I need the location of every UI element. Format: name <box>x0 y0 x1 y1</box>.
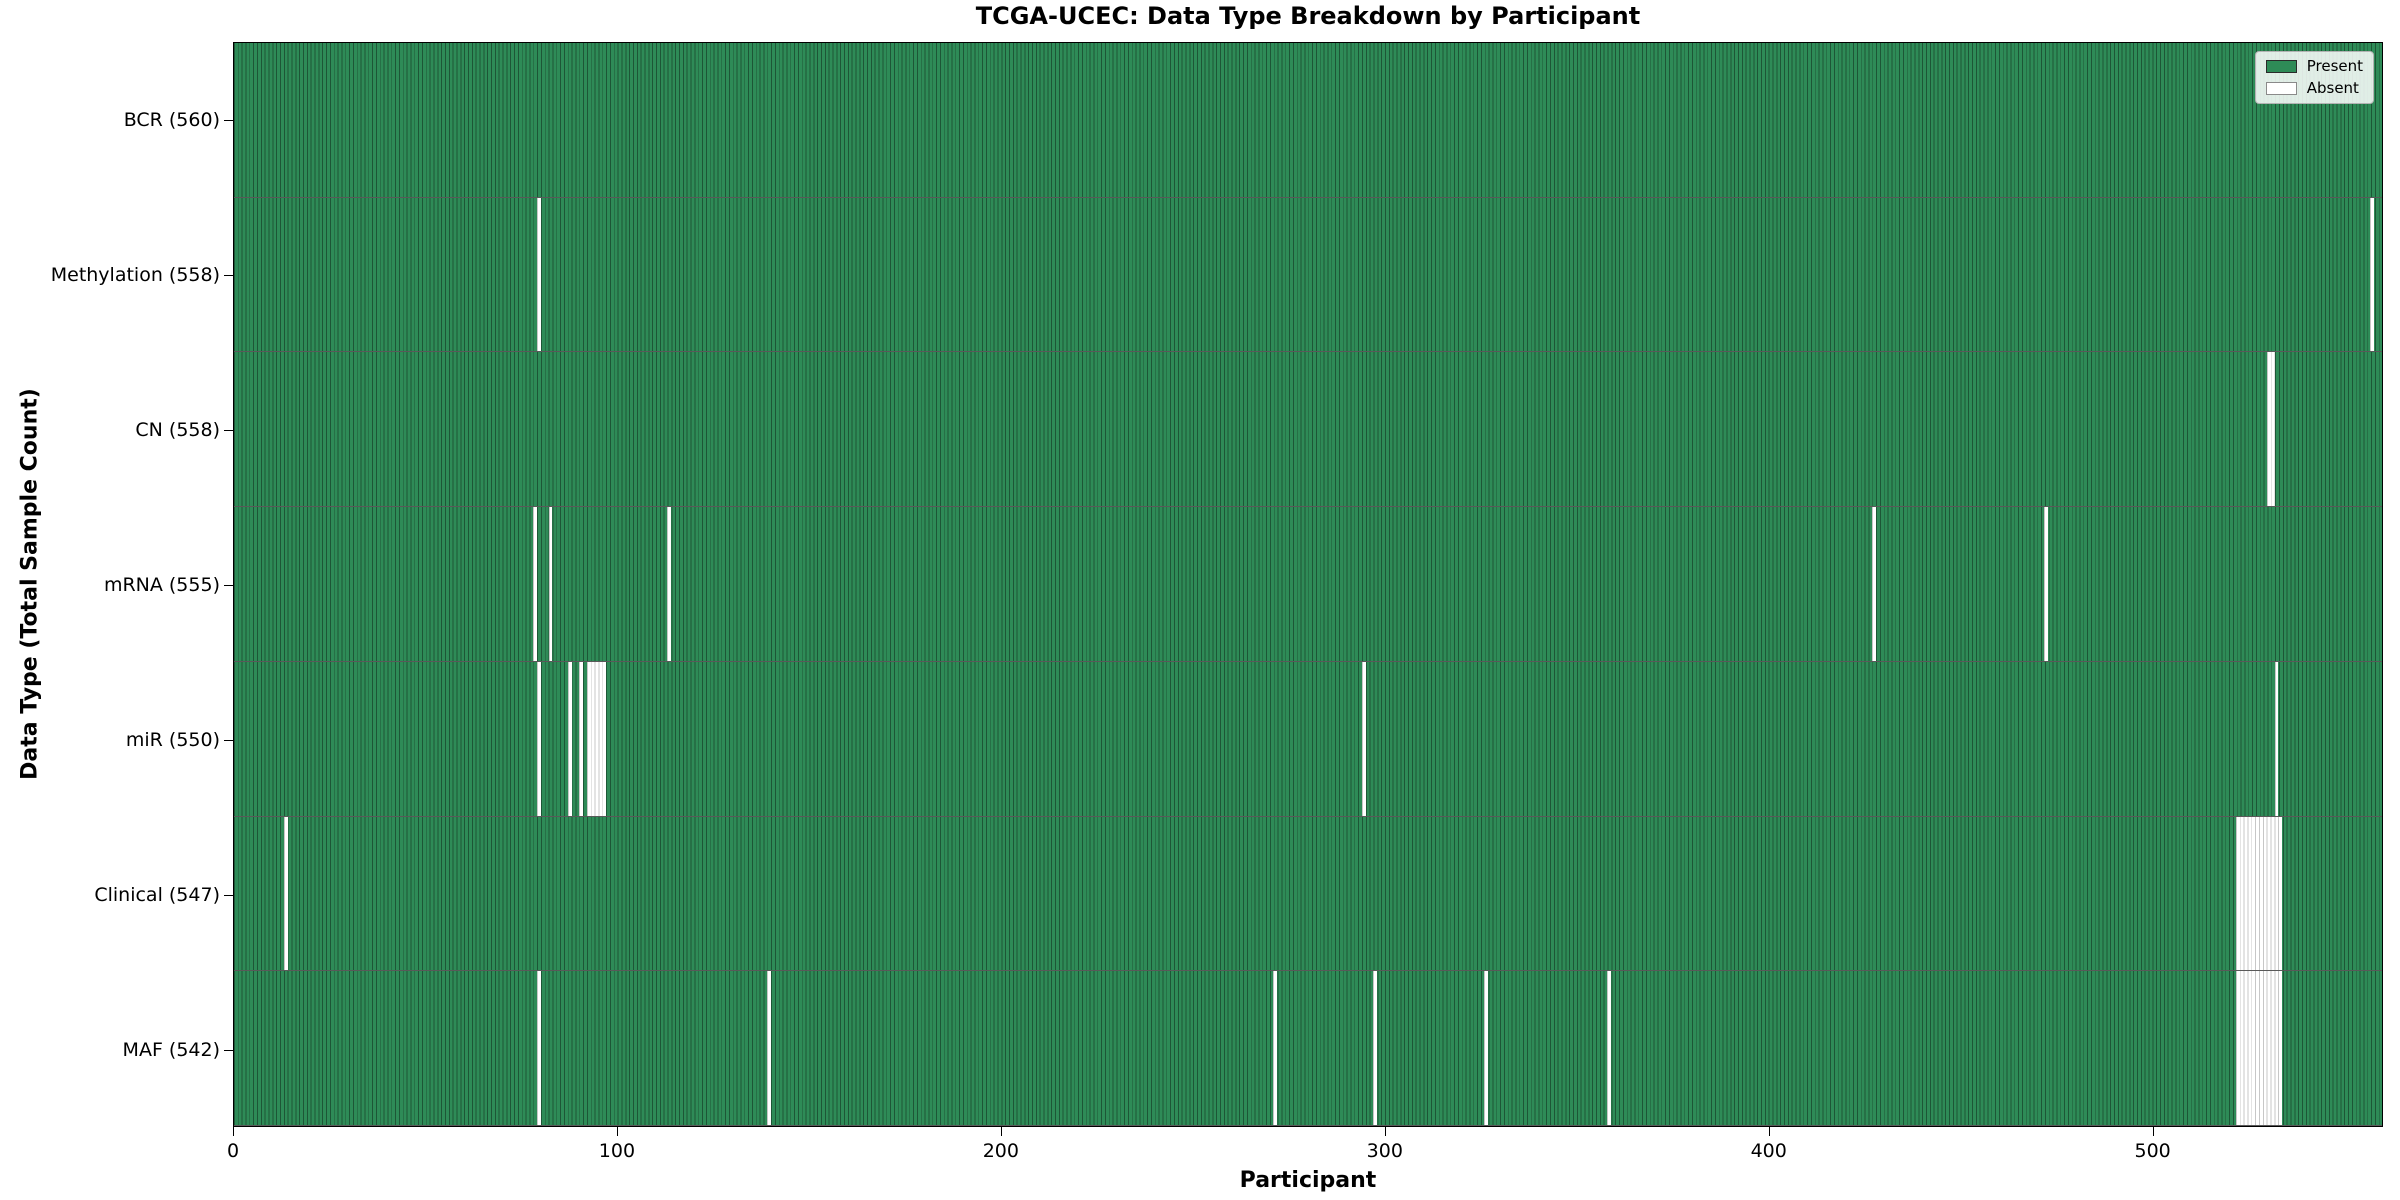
absent-gap-cn-530 <box>2266 352 2275 507</box>
x-tick-mark-400 <box>1768 1127 1770 1136</box>
row-mir <box>234 661 2382 817</box>
y-tick-label-clinical: Clinical (547) <box>94 883 220 906</box>
row-bcr <box>234 43 2382 198</box>
legend: Present Absent <box>2254 51 2374 104</box>
y-tick-label-maf: MAF (542) <box>122 1038 220 1061</box>
absent-gap-maf-522 <box>2236 971 2283 1125</box>
row-clinical <box>234 816 2382 972</box>
row-fill-cn <box>234 352 2382 507</box>
absent-gap-methylation-557 <box>2370 197 2375 352</box>
chart-title: TCGA-UCEC: Data Type Breakdown by Partic… <box>975 2 1641 30</box>
legend-item-absent: Absent <box>2265 79 2363 97</box>
y-tick-mark-clinical <box>224 894 233 896</box>
row-fill-clinical <box>234 816 2382 971</box>
x-tick-marks: 0 100 200 300 400 500 <box>227 1127 2383 1167</box>
absent-gap-maf-358 <box>1607 971 1611 1125</box>
legend-absent-label: Absent <box>2306 79 2359 97</box>
absent-gap-maf-297 <box>1373 971 1378 1125</box>
present-swatch-icon <box>2265 60 2297 73</box>
absent-gap-mrna-113 <box>667 507 672 661</box>
absent-swatch-icon <box>2265 82 2297 95</box>
y-tick-mark-mir <box>224 739 233 741</box>
y-tick-mark-maf <box>224 1049 233 1051</box>
absent-gap-methylation-79 <box>537 197 541 352</box>
y-tick-marks <box>224 42 233 1127</box>
absent-gap-clinical-522 <box>2236 816 2283 971</box>
row-fill-mir <box>234 661 2382 816</box>
absent-gap-maf-139 <box>767 971 771 1125</box>
absent-gap-mir-294 <box>1361 661 1366 816</box>
absent-gap-clinical-13 <box>283 816 288 971</box>
x-tick-mark-200 <box>1000 1127 1002 1136</box>
row-fill-bcr <box>234 43 2382 197</box>
y-tick-mark-methylation <box>224 274 233 276</box>
legend-present-label: Present <box>2306 57 2363 75</box>
x-tick-mark-100 <box>616 1127 618 1136</box>
absent-gap-mrna-78 <box>533 507 537 661</box>
x-tick-label-300: 300 <box>1366 1140 1403 1162</box>
absent-gap-mir-87 <box>567 661 572 816</box>
absent-gap-maf-271 <box>1273 971 1278 1125</box>
x-tick-label-0: 0 <box>226 1140 240 1162</box>
y-tick-mark-bcr <box>224 119 233 121</box>
absent-gap-mir-90 <box>579 661 584 816</box>
absent-gap-mrna-82 <box>548 507 553 661</box>
absent-gap-mrna-472 <box>2044 507 2049 661</box>
x-tick-label-400: 400 <box>1750 1140 1787 1162</box>
y-tick-mark-cn <box>224 429 233 431</box>
absent-gap-mir-532 <box>2274 661 2279 816</box>
y-tick-label-mrna: mRNA (555) <box>103 573 220 596</box>
absent-gap-maf-79 <box>537 971 541 1125</box>
row-cn <box>234 352 2382 508</box>
y-tick-mark-mrna <box>224 584 233 586</box>
plot-area: Present Absent <box>233 42 2383 1127</box>
y-tick-labels: BCR (560) Methylation (558) CN (558) mRNA (… <box>0 42 220 1127</box>
absent-gap-mrna-427 <box>1871 507 1876 661</box>
x-tick-mark-0 <box>233 1127 234 1136</box>
x-tick-label-100: 100 <box>598 1140 636 1162</box>
x-tick-label-200: 200 <box>982 1140 1019 1162</box>
y-tick-label-methylation: Methylation (558) <box>50 263 220 286</box>
absent-gap-mir-79 <box>537 661 541 816</box>
row-fill-methylation <box>234 197 2382 352</box>
row-methylation <box>234 197 2382 353</box>
row-mrna <box>234 507 2382 662</box>
row-fill-mrna <box>234 507 2382 661</box>
x-tick-label-500: 500 <box>2134 1140 2171 1162</box>
row-maf <box>234 971 2382 1126</box>
legend-item-present: Present <box>2265 57 2363 75</box>
absent-gap-maf-326 <box>1484 971 1489 1125</box>
y-tick-label-bcr: BCR (560) <box>123 108 220 131</box>
absent-gap-mir-92 <box>586 661 607 816</box>
x-axis-title: Participant <box>1239 1168 1377 1193</box>
x-tick-mark-500 <box>2152 1127 2154 1136</box>
row-fill-maf <box>234 971 2382 1125</box>
y-tick-label-mir: miR (550) <box>125 728 220 751</box>
x-tick-mark-300 <box>1384 1127 1386 1136</box>
y-tick-label-cn: CN (558) <box>135 418 220 441</box>
